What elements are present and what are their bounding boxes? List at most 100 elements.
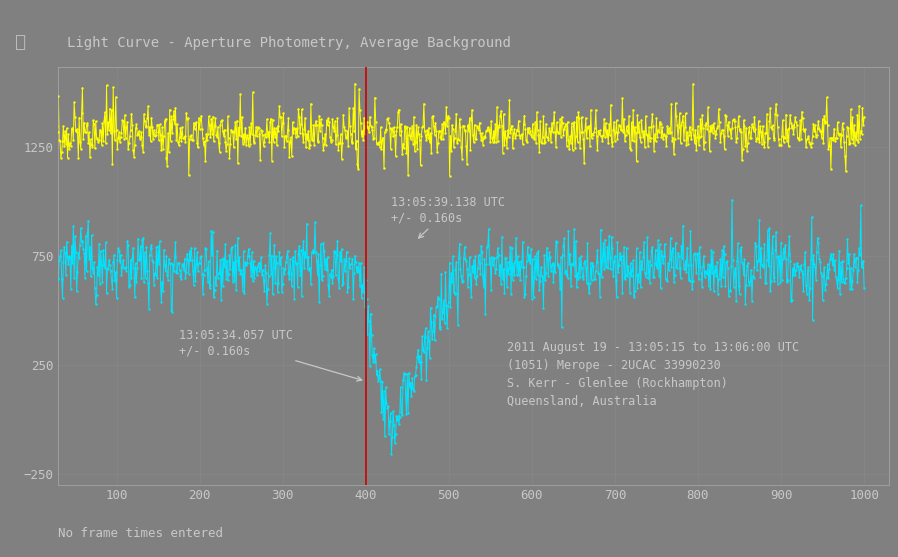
Point	[301, 252, 315, 261]
Point	[628, 286, 642, 295]
Point	[746, 273, 761, 282]
Point	[35, 114, 49, 123]
Point	[799, 289, 814, 298]
Point	[623, 258, 638, 267]
Point	[245, 129, 260, 138]
Point	[710, 121, 725, 130]
Point	[154, 280, 168, 289]
Point	[507, 271, 522, 280]
Point	[170, 269, 184, 278]
Point	[57, 126, 72, 135]
Point	[306, 121, 321, 130]
Point	[430, 148, 445, 157]
Point	[674, 242, 689, 251]
Point	[827, 265, 841, 274]
Point	[372, 138, 386, 146]
Point	[518, 290, 533, 299]
Point	[540, 133, 554, 142]
Point	[619, 130, 633, 139]
Point	[844, 285, 858, 294]
Point	[55, 148, 69, 157]
Point	[662, 266, 676, 275]
Point	[109, 92, 123, 101]
Point	[600, 126, 614, 135]
Point	[220, 139, 234, 148]
Point	[123, 125, 137, 134]
Point	[627, 137, 641, 146]
Point	[422, 138, 436, 146]
Point	[656, 259, 670, 268]
Point	[802, 295, 816, 304]
Point	[129, 277, 144, 286]
Point	[152, 136, 166, 145]
Point	[326, 271, 340, 280]
Point	[631, 270, 646, 278]
Point	[220, 256, 234, 265]
Point	[234, 270, 249, 279]
Point	[238, 258, 252, 267]
Point	[751, 134, 765, 143]
Point	[176, 259, 190, 268]
Point	[219, 146, 233, 155]
Point	[172, 141, 186, 150]
Point	[35, 117, 49, 126]
Point	[721, 291, 735, 300]
Point	[365, 331, 379, 340]
Point	[194, 111, 208, 120]
Point	[773, 277, 788, 286]
Point	[852, 101, 867, 110]
Point	[851, 266, 866, 275]
Point	[705, 269, 719, 278]
Point	[68, 248, 83, 257]
Point	[281, 268, 295, 277]
Point	[814, 268, 828, 277]
Point	[647, 273, 661, 282]
Point	[549, 237, 563, 246]
Point	[469, 280, 483, 289]
Point	[622, 288, 637, 297]
Point	[797, 287, 811, 296]
Point	[550, 118, 564, 127]
Point	[495, 233, 509, 242]
Point	[544, 267, 559, 276]
Point	[552, 263, 567, 272]
Point	[462, 252, 477, 261]
Text: Light Curve - Aperture Photometry, Average Background: Light Curve - Aperture Photometry, Avera…	[67, 36, 511, 50]
Point	[540, 243, 554, 252]
Point	[645, 110, 659, 119]
Point	[563, 132, 577, 141]
Point	[159, 252, 173, 261]
Point	[290, 132, 304, 141]
Point	[139, 121, 154, 130]
Point	[40, 149, 55, 158]
Point	[841, 124, 856, 133]
Point	[501, 133, 515, 141]
Point	[68, 232, 83, 241]
Point	[356, 126, 370, 135]
Point	[836, 275, 850, 284]
Point	[527, 134, 541, 143]
Point	[124, 273, 138, 282]
Point	[399, 389, 413, 398]
Point	[557, 124, 571, 133]
Point	[757, 143, 771, 152]
Point	[674, 120, 689, 129]
Point	[233, 270, 248, 278]
Point	[756, 261, 770, 270]
Point	[415, 332, 429, 341]
Point	[185, 256, 199, 265]
Point	[189, 120, 203, 129]
Point	[94, 140, 109, 149]
Point	[666, 133, 681, 142]
Point	[505, 121, 519, 130]
Point	[65, 241, 79, 250]
Text: ⎕: ⎕	[16, 36, 25, 51]
Point	[634, 256, 648, 265]
Point	[84, 272, 98, 281]
Point	[455, 277, 470, 286]
Point	[675, 253, 690, 262]
Point	[315, 272, 330, 281]
Point	[279, 252, 294, 261]
Point	[677, 265, 691, 273]
Point	[98, 263, 112, 272]
